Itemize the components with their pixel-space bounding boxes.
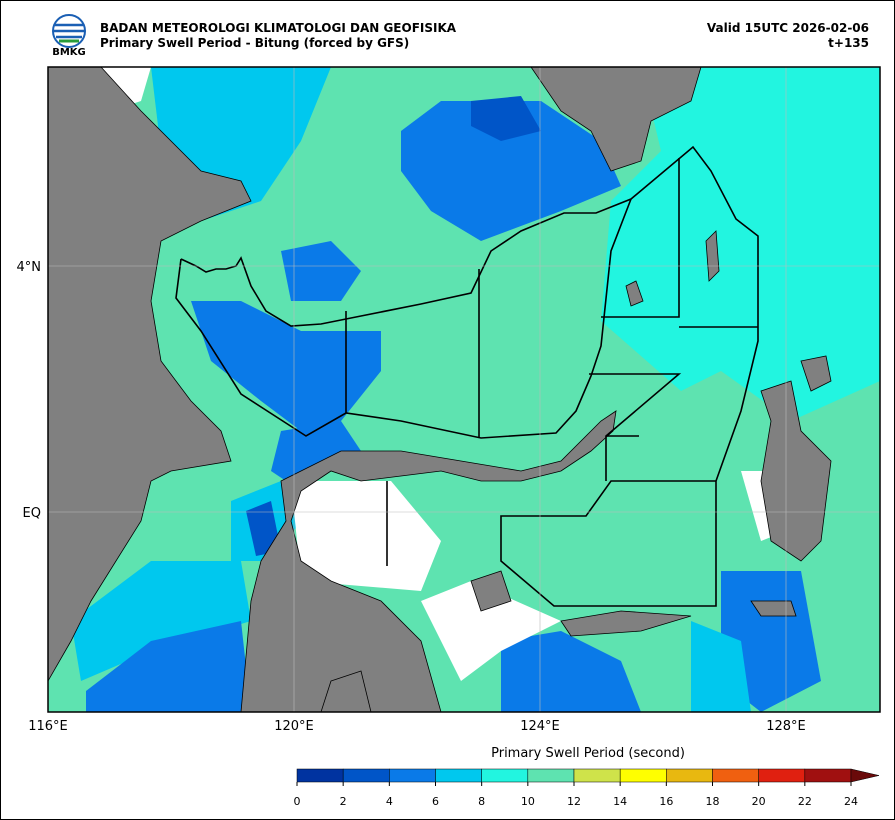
colorbar-tick-label: 6	[432, 795, 439, 808]
colorbar-bin	[389, 768, 436, 783]
colorbar-tick-label: 10	[521, 795, 535, 808]
colorbar-tick-label: 12	[567, 795, 581, 808]
colorbar-tick-label: 2	[340, 795, 347, 808]
colorbar-bin	[342, 768, 390, 783]
colorbar-tick-label: 14	[613, 795, 627, 808]
valid-time: Valid 15UTC 2026-02-06	[707, 21, 869, 35]
zone-boundary	[175, 145, 759, 607]
lon-label: 120°E	[274, 719, 314, 734]
colorbar-tick-label: 24	[844, 795, 858, 808]
field-patch	[271, 421, 361, 491]
map	[48, 67, 880, 712]
colorbar-tick-label: 22	[798, 795, 812, 808]
title: BADAN METEOROLOGI KLIMATOLOGI DAN GEOFIS…	[100, 21, 457, 35]
field-patch	[601, 67, 880, 421]
colorbar-tick-label: 18	[706, 795, 720, 808]
colorbar-bin	[435, 768, 482, 783]
colorbar-tick-label: 4	[386, 795, 393, 808]
colorbar-tick-label: 16	[659, 795, 673, 808]
field-patch	[191, 301, 381, 431]
colorbar-bin	[804, 768, 852, 783]
field-patch	[291, 481, 441, 591]
field-patch	[401, 101, 621, 241]
colorbar-extend	[850, 768, 880, 783]
logo: BMKG	[52, 14, 86, 58]
logo-text: BMKG	[52, 47, 86, 58]
lat-label: EQ	[23, 506, 41, 521]
colorbar-bin	[481, 768, 529, 783]
lat-label: 4°N	[17, 260, 42, 275]
colorbar-tick-label: 0	[294, 795, 301, 808]
colorbar-bin	[296, 768, 344, 783]
field-patch	[421, 581, 561, 681]
colorbar-label: Primary Swell Period (second)	[491, 746, 685, 761]
field-patch	[691, 621, 751, 712]
field-patch	[281, 241, 361, 301]
colorbar-bin	[573, 768, 621, 783]
lon-label: 128°E	[766, 719, 806, 734]
colorbar-bin	[712, 768, 759, 783]
colorbar-bin	[527, 768, 575, 783]
graticule	[48, 67, 880, 712]
field-patch	[71, 561, 251, 681]
colorbar-bin	[758, 768, 806, 783]
field-patch	[501, 631, 641, 712]
colorbar-bin	[666, 768, 713, 783]
lon-label: 124°E	[520, 719, 560, 734]
field-patch	[471, 96, 541, 141]
subtitle: Primary Swell Period - Bitung (forced by…	[100, 36, 409, 50]
field-patch	[86, 621, 251, 712]
lead-time: t+135	[828, 36, 869, 50]
land	[48, 67, 832, 712]
lon-label: 116°E	[28, 719, 68, 734]
map-frame	[47, 66, 881, 713]
colorbar-bin	[619, 768, 667, 783]
colorbar-tick-label: 8	[478, 795, 485, 808]
colorbar-tick-label: 20	[752, 795, 766, 808]
